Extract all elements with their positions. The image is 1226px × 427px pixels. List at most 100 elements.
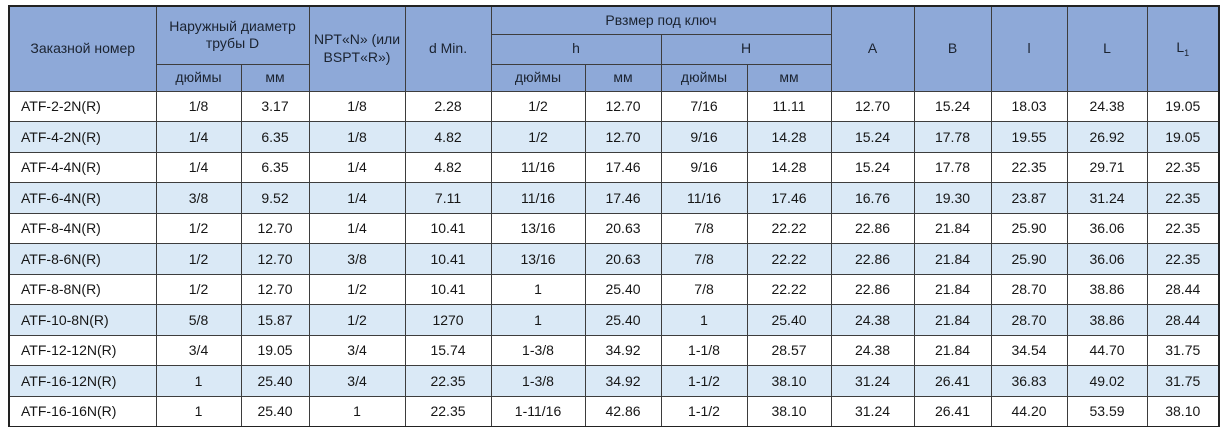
value-cell: 1/2 (155, 212, 242, 244)
value-cell: 10.41 (404, 273, 492, 305)
order-number-cell: ATF-8-6N(R) (8, 243, 157, 275)
value-cell: 13/16 (490, 212, 586, 244)
value-cell: 1/2 (155, 243, 242, 275)
value-cell: 3/4 (155, 334, 242, 366)
table-row: ATF-8-8N(R) 1/2 12.70 1/2 10.41 1 25.40 7/8 22.2… (8, 273, 1220, 305)
value-cell: 17.46 (584, 182, 662, 214)
value-cell: 20.63 (584, 243, 662, 275)
table-row: ATF-8-6N(R) 1/2 12.70 3/8 10.41 13/16 20.63 7/8… (8, 243, 1220, 275)
value-cell: 12.70 (584, 121, 662, 153)
value-cell: 22.35 (1146, 212, 1220, 244)
value-cell: 1-3/8 (490, 365, 586, 397)
col-header-inches-h: дюймы (490, 63, 586, 92)
value-cell: 16.76 (830, 182, 915, 214)
value-cell: 11/16 (660, 182, 748, 214)
value-cell: 7/16 (660, 90, 748, 122)
value-cell: 26.41 (913, 365, 992, 397)
table-row: ATF-4-4N(R) 1/4 6.35 1/4 4.82 11/16 17.46 9/16 1… (8, 151, 1220, 183)
value-cell: 25.40 (746, 304, 832, 336)
value-cell: 21.84 (913, 243, 992, 275)
value-cell: 1-11/16 (490, 395, 586, 427)
value-cell: 1 (155, 365, 242, 397)
value-cell: 29.71 (1066, 151, 1148, 183)
value-cell: 1/2 (490, 90, 586, 122)
value-cell: 49.02 (1066, 365, 1148, 397)
col-header-mm-D: мм (240, 63, 310, 92)
value-cell: 11/16 (490, 182, 586, 214)
value-cell: 1 (490, 304, 586, 336)
value-cell: 1/8 (308, 90, 406, 122)
value-cell: 12.70 (240, 273, 310, 305)
value-cell: 20.63 (584, 212, 662, 244)
value-cell: 3/4 (308, 334, 406, 366)
table-row: ATF-6-4N(R) 3/8 9.52 1/4 7.11 11/16 17.46 11/16… (8, 182, 1220, 214)
value-cell: 15.24 (830, 151, 915, 183)
value-cell: 22.35 (404, 395, 492, 427)
value-cell: 22.35 (1146, 243, 1220, 275)
value-cell: 28.70 (990, 304, 1068, 336)
value-cell: 4.82 (404, 151, 492, 183)
col-header-B: B (913, 5, 992, 92)
value-cell: 38.86 (1066, 304, 1148, 336)
value-cell: 11/16 (490, 151, 586, 183)
value-cell: 1 (155, 395, 242, 427)
value-cell: 22.86 (830, 273, 915, 305)
value-cell: 2.28 (404, 90, 492, 122)
value-cell: 12.70 (240, 243, 310, 275)
value-cell: 34.92 (584, 334, 662, 366)
table-row: ATF-8-4N(R) 1/2 12.70 1/4 10.41 13/16 20.63 7/8… (8, 212, 1220, 244)
order-number-cell: ATF-6-4N(R) (8, 182, 157, 214)
value-cell: 22.35 (990, 151, 1068, 183)
value-cell: 1/2 (490, 121, 586, 153)
value-cell: 25.40 (584, 304, 662, 336)
value-cell: 28.44 (1146, 304, 1220, 336)
value-cell: 26.92 (1066, 121, 1148, 153)
col-header-order-number: Заказной номер (8, 5, 157, 92)
col-header-H-group: H (660, 33, 832, 65)
table-row: ATF-4-2N(R) 1/4 6.35 1/8 4.82 1/2 12.70 9/16 14.… (8, 121, 1220, 153)
value-cell: 7.11 (404, 182, 492, 214)
order-number-cell: ATF-4-2N(R) (8, 121, 157, 153)
value-cell: 1 (308, 395, 406, 427)
value-cell: 21.84 (913, 212, 992, 244)
value-cell: 22.22 (746, 273, 832, 305)
value-cell: 23.87 (990, 182, 1068, 214)
value-cell: 1-1/8 (660, 334, 748, 366)
col-header-L1-subscript: 1 (1184, 47, 1190, 58)
value-cell: 28.57 (746, 334, 832, 366)
value-cell: 31.24 (1066, 182, 1148, 214)
col-header-outer-diameter-group: Наружный диаметр трубы D (155, 5, 310, 65)
value-cell: 15.87 (240, 304, 310, 336)
value-cell: 21.84 (913, 273, 992, 305)
value-cell: 6.35 (240, 151, 310, 183)
value-cell: 3/4 (308, 365, 406, 397)
value-cell: 17.78 (913, 121, 992, 153)
order-number-cell: ATF-10-8N(R) (8, 304, 157, 336)
value-cell: 26.41 (913, 395, 992, 427)
col-header-inches-H: дюймы (660, 63, 748, 92)
order-number-cell: ATF-8-4N(R) (8, 212, 157, 244)
table-row: ATF-16-12N(R) 1 25.40 3/4 22.35 1-3/8 34.92 1-1… (8, 365, 1220, 397)
value-cell: 36.83 (990, 365, 1068, 397)
value-cell: 38.10 (1146, 395, 1220, 427)
col-header-wrench-size-group: Рвзмер под ключ (490, 5, 832, 35)
value-cell: 44.70 (1066, 334, 1148, 366)
value-cell: 1/8 (308, 121, 406, 153)
value-cell: 1/2 (308, 304, 406, 336)
table-row: ATF-2-2N(R) 1/8 3.17 1/8 2.28 1/2 12.70 7/16 11.… (8, 90, 1220, 122)
value-cell: 1-1/2 (660, 395, 748, 427)
table-row: ATF-10-8N(R) 5/8 15.87 1/2 1270 1 25.40 1 25.40 2… (8, 304, 1220, 336)
value-cell: 9.52 (240, 182, 310, 214)
value-cell: 28.70 (990, 273, 1068, 305)
value-cell: 4.82 (404, 121, 492, 153)
value-cell: 1-3/8 (490, 334, 586, 366)
value-cell: 3.17 (240, 90, 310, 122)
value-cell: 14.28 (746, 121, 832, 153)
value-cell: 3/8 (308, 243, 406, 275)
value-cell: 18.03 (990, 90, 1068, 122)
value-cell: 14.28 (746, 151, 832, 183)
value-cell: 22.86 (830, 212, 915, 244)
value-cell: 17.46 (746, 182, 832, 214)
col-header-L1: L1 (1146, 5, 1220, 92)
